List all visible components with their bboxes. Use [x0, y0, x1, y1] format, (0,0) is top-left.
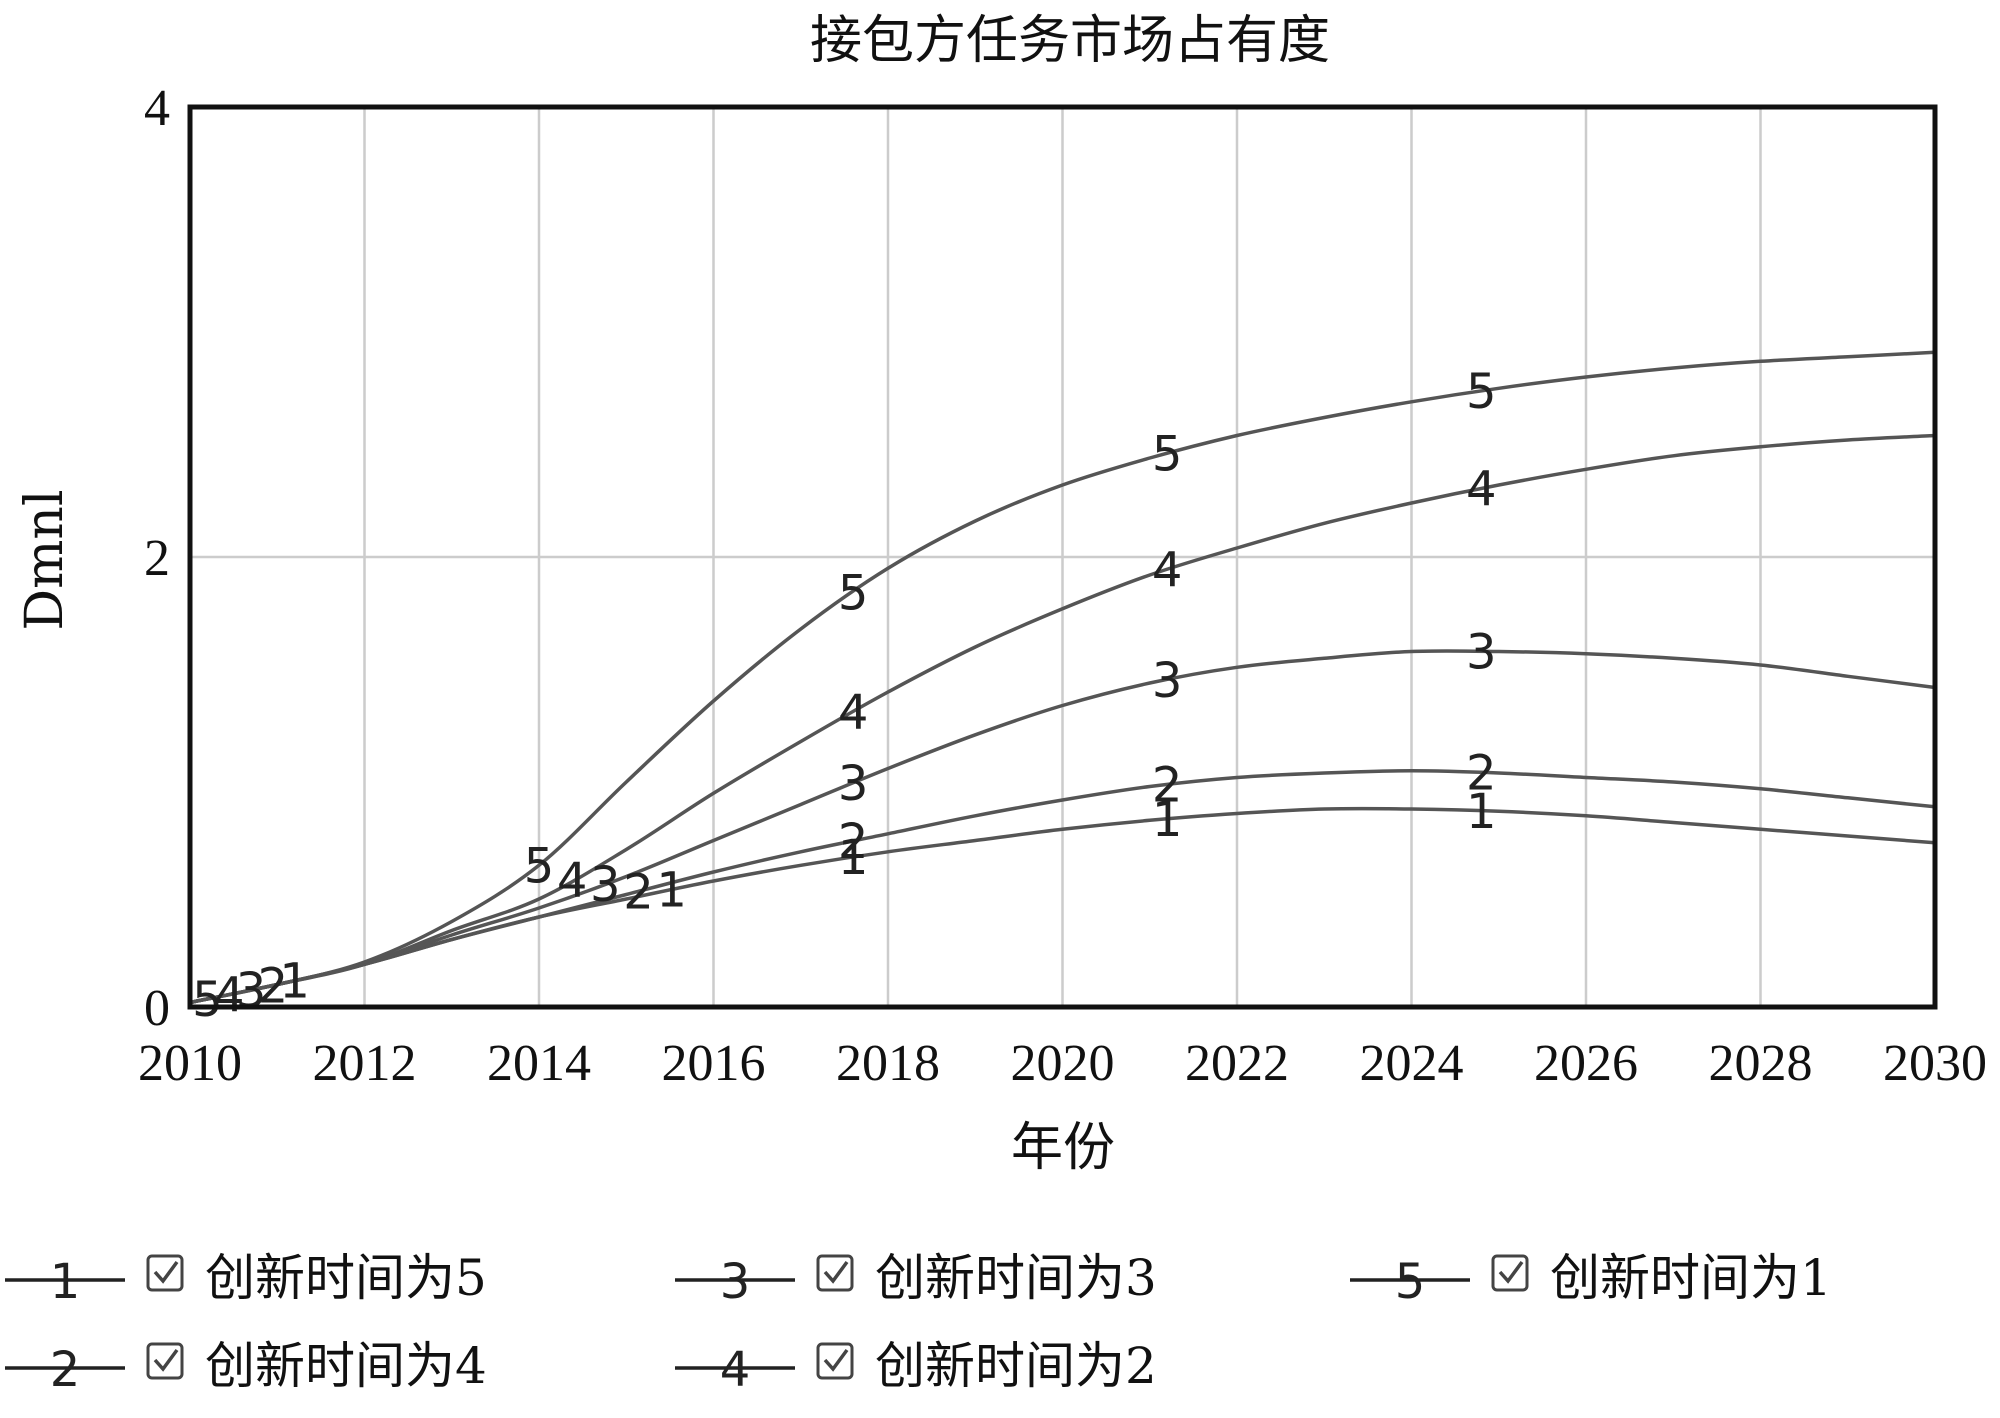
series-marker-3: 3 [1466, 625, 1497, 681]
legend-label: 创新时间为4 [205, 1337, 487, 1395]
series-line-4 [189, 433, 1936, 1005]
series-line-2 [189, 769, 1936, 1005]
series-marker-1: 1 [1152, 792, 1183, 848]
legend-marker: 4 [720, 1342, 751, 1398]
legend-checkbox[interactable] [816, 1342, 854, 1380]
x-axis-label: 年份 [1011, 1118, 1115, 1178]
x-tick-label: 2026 [1534, 1035, 1638, 1092]
x-tick-label: 2030 [1883, 1035, 1987, 1092]
series-line-5 [189, 350, 1936, 1005]
x-tick-label: 2024 [1360, 1035, 1464, 1092]
x-tick-label: 2012 [313, 1035, 417, 1092]
series-marker-5: 5 [192, 972, 223, 1028]
x-axis-ticks: 2010 2012 2014 2016 2018 2020 2022 2024 2026 2028… [138, 1035, 1987, 1092]
legend-label: 创新时间为2 [875, 1337, 1157, 1395]
x-tick-label: 2018 [836, 1035, 940, 1092]
legend-item: 4 创新时间为2 [675, 1337, 1157, 1398]
series-marker-2: 2 [1152, 758, 1183, 814]
x-tick-label: 2020 [1011, 1035, 1115, 1092]
series-marker-5: 5 [1152, 427, 1183, 483]
series-marker-5: 5 [524, 838, 555, 894]
legend-item: 2 创新时间为4 [5, 1337, 487, 1398]
series-marker-3: 3 [1152, 653, 1183, 709]
check-icon [823, 1348, 849, 1372]
legend-checkbox[interactable] [1491, 1254, 1529, 1292]
series-marker-5: 5 [1466, 364, 1497, 420]
legend-marker: 3 [720, 1254, 751, 1310]
series-marker-1: 1 [656, 863, 687, 919]
x-tick-label: 2014 [487, 1035, 591, 1092]
legend: 1 创新时间为5 2 创新时间为4 3 创新时间为3 4 创新时间为2 5 创新时间为1 [5, 1249, 1832, 1398]
series-marker-4: 4 [838, 685, 869, 741]
series-marker-3: 3 [838, 756, 869, 812]
series-marker-1: 1 [279, 953, 310, 1009]
x-tick-label: 2022 [1185, 1035, 1289, 1092]
grid [188, 105, 1937, 1009]
y-axis-label: Dmnl [15, 489, 75, 630]
legend-marker: 5 [1395, 1254, 1426, 1310]
legend-label: 创新时间为5 [205, 1249, 487, 1307]
x-tick-label: 2010 [138, 1035, 242, 1092]
y-axis-ticks: 0 2 4 [144, 80, 170, 1037]
plot-frame [187, 104, 1938, 1010]
series-marker-3: 3 [590, 857, 621, 913]
check-icon [153, 1260, 179, 1284]
legend-checkbox[interactable] [146, 1342, 184, 1380]
x-tick-label: 2016 [662, 1035, 766, 1092]
check-icon [823, 1260, 849, 1284]
legend-checkbox[interactable] [146, 1254, 184, 1292]
legend-checkbox[interactable] [816, 1254, 854, 1292]
legend-item: 3 创新时间为3 [675, 1249, 1157, 1310]
series-lines [189, 350, 1936, 1005]
series-marker-1: 1 [1466, 784, 1497, 840]
legend-item: 5 创新时间为1 [1350, 1249, 1832, 1310]
check-icon [1498, 1260, 1524, 1284]
legend-marker: 2 [50, 1342, 81, 1398]
check-icon [153, 1348, 179, 1372]
y-tick-label: 0 [144, 980, 170, 1037]
legend-label: 创新时间为1 [1550, 1249, 1832, 1307]
series-line-3 [189, 649, 1936, 1005]
series-marker-2: 2 [623, 864, 654, 920]
series-marker-2: 2 [1466, 746, 1497, 802]
series-marker-5: 5 [838, 566, 869, 622]
legend-label: 创新时间为3 [875, 1249, 1157, 1307]
legend-item: 1 创新时间为5 [5, 1249, 487, 1310]
y-tick-label: 4 [144, 80, 170, 137]
series-marker-1: 1 [838, 830, 869, 886]
legend-marker: 1 [50, 1254, 81, 1310]
series-marker-2: 2 [838, 814, 869, 870]
series-marker-4: 4 [214, 967, 245, 1023]
series-marker-4: 4 [1152, 543, 1183, 599]
series-marker-3: 3 [236, 963, 267, 1019]
chart-title: 接包方任务市场占有度 [810, 11, 1330, 71]
x-tick-label: 2028 [1709, 1035, 1813, 1092]
y-tick-label: 2 [144, 530, 170, 587]
series-marker-4: 4 [1466, 462, 1497, 518]
series-marker-4: 4 [557, 853, 588, 909]
